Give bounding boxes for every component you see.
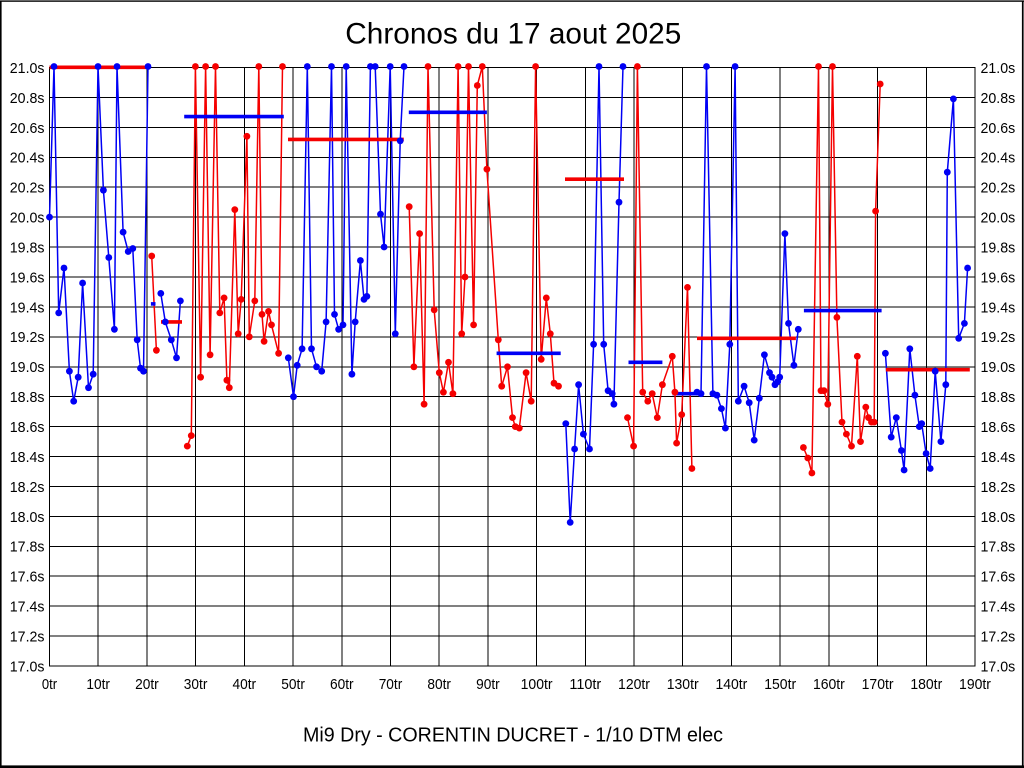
svg-text:19.4s: 19.4s (981, 299, 1016, 316)
svg-text:18.6s: 18.6s (981, 419, 1016, 436)
svg-text:19.2s: 19.2s (981, 329, 1016, 346)
svg-text:19.4s: 19.4s (10, 299, 45, 316)
svg-text:20.6s: 20.6s (981, 120, 1016, 137)
svg-text:30tr: 30tr (184, 676, 208, 693)
svg-text:20tr: 20tr (135, 676, 159, 693)
svg-text:20.0s: 20.0s (10, 210, 45, 227)
svg-text:90tr: 90tr (476, 676, 500, 693)
svg-text:21.0s: 21.0s (10, 60, 45, 77)
svg-text:17.6s: 17.6s (10, 569, 45, 586)
svg-text:18.0s: 18.0s (981, 509, 1016, 526)
svg-text:10tr: 10tr (86, 676, 110, 693)
svg-text:50tr: 50tr (281, 676, 305, 693)
svg-text:20.6s: 20.6s (10, 120, 45, 137)
svg-text:19.2s: 19.2s (10, 329, 45, 346)
svg-text:140tr: 140tr (715, 676, 747, 693)
svg-text:18.2s: 18.2s (10, 479, 45, 496)
svg-text:Chronos du 17 aout 2025: Chronos du 17 aout 2025 (345, 17, 681, 50)
svg-text:60tr: 60tr (330, 676, 354, 693)
svg-text:17.0s: 17.0s (10, 658, 45, 675)
svg-text:0tr: 0tr (42, 676, 57, 693)
svg-text:21.0s: 21.0s (981, 60, 1016, 77)
svg-text:160tr: 160tr (813, 676, 845, 693)
svg-text:19.0s: 19.0s (10, 359, 45, 376)
svg-text:19.6s: 19.6s (10, 269, 45, 286)
svg-text:20.2s: 20.2s (10, 180, 45, 197)
svg-text:130tr: 130tr (667, 676, 699, 693)
svg-text:170tr: 170tr (862, 676, 894, 693)
svg-text:190tr: 190tr (959, 676, 991, 693)
svg-text:19.8s: 19.8s (10, 240, 45, 257)
svg-text:18.2s: 18.2s (981, 479, 1016, 496)
svg-text:17.2s: 17.2s (10, 629, 45, 646)
svg-text:17.4s: 17.4s (10, 599, 45, 616)
svg-text:100tr: 100tr (521, 676, 553, 693)
svg-text:120tr: 120tr (618, 676, 650, 693)
svg-text:17.2s: 17.2s (981, 629, 1016, 646)
svg-text:17.8s: 17.8s (10, 539, 45, 556)
svg-text:180tr: 180tr (910, 676, 942, 693)
svg-text:19.0s: 19.0s (981, 359, 1016, 376)
svg-text:19.6s: 19.6s (981, 269, 1016, 286)
svg-text:17.4s: 17.4s (981, 599, 1016, 616)
svg-text:18.0s: 18.0s (10, 509, 45, 526)
svg-text:18.8s: 18.8s (981, 389, 1016, 406)
svg-text:Mi9 Dry - CORENTIN DUCRET - 1/: Mi9 Dry - CORENTIN DUCRET - 1/10 DTM ele… (303, 724, 723, 746)
svg-text:20.8s: 20.8s (981, 90, 1016, 107)
svg-text:18.4s: 18.4s (10, 449, 45, 466)
svg-text:70tr: 70tr (379, 676, 403, 693)
svg-text:150tr: 150tr (764, 676, 796, 693)
svg-text:18.4s: 18.4s (981, 449, 1016, 466)
svg-text:110tr: 110tr (569, 676, 601, 693)
svg-text:20.8s: 20.8s (10, 90, 45, 107)
svg-text:17.6s: 17.6s (981, 569, 1016, 586)
svg-text:18.6s: 18.6s (10, 419, 45, 436)
svg-text:20.4s: 20.4s (981, 150, 1016, 167)
svg-text:40tr: 40tr (233, 676, 257, 693)
svg-text:20.4s: 20.4s (10, 150, 45, 167)
svg-text:17.0s: 17.0s (981, 658, 1016, 675)
svg-text:80tr: 80tr (427, 676, 451, 693)
svg-text:17.8s: 17.8s (981, 539, 1016, 556)
svg-text:20.0s: 20.0s (981, 210, 1016, 227)
svg-text:20.2s: 20.2s (981, 180, 1016, 197)
svg-text:19.8s: 19.8s (981, 240, 1016, 257)
svg-text:18.8s: 18.8s (10, 389, 45, 406)
